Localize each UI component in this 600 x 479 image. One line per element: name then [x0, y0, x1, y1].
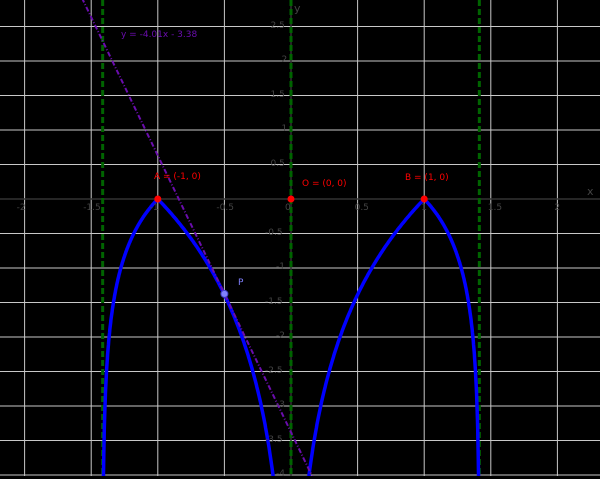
y-tick-label: 1 [281, 124, 288, 134]
curve-branch[interactable] [307, 197, 426, 476]
x-tick-label: 0.5 [354, 203, 369, 213]
x-tick-label: 1 [421, 203, 427, 213]
x-axis-label: x [587, 185, 594, 198]
points[interactable] [154, 195, 428, 298]
point-b-label[interactable]: B = (1, 0) [405, 173, 449, 183]
curve-branch[interactable] [101, 197, 160, 476]
y-tick-label: -3 [276, 400, 285, 410]
y-tick-label: -1.5 [265, 296, 283, 307]
x-tick-label: -0.5 [216, 203, 234, 213]
x-tick-label: 0 [285, 203, 291, 213]
y-tick-label: -1 [276, 262, 285, 272]
point-a[interactable] [154, 195, 162, 203]
tangent-line-path[interactable] [65, 0, 318, 476]
x-tick-label: -2 [16, 203, 26, 213]
tangent-line[interactable] [65, 0, 318, 476]
x-tick-label: 2 [554, 203, 561, 213]
point-a-label[interactable]: A = (-1, 0) [154, 172, 201, 182]
y-tick-label: 2 [281, 55, 288, 65]
x-tick-label: 1.5 [487, 203, 503, 213]
y-tick-label: 0.5 [270, 158, 285, 169]
point-p[interactable] [220, 289, 229, 298]
y-tick-label: 1.5 [270, 89, 285, 100]
tangent-equation-label: y = -4.01x - 3.38 [121, 30, 198, 40]
curve-branch[interactable] [422, 197, 481, 476]
y-tick-label: -3.5 [265, 434, 283, 445]
point-o-label[interactable]: O = (0, 0) [302, 179, 347, 189]
point-o[interactable] [287, 195, 295, 203]
point-p-label[interactable]: P [238, 278, 244, 288]
x-tick-label: -1.5 [83, 203, 101, 213]
y-tick-label: -2 [276, 331, 285, 341]
point-b[interactable] [420, 195, 428, 203]
y-tick-label: -4 [276, 469, 285, 479]
asymptotes [101, 0, 481, 476]
y-axis-label: y [294, 2, 301, 15]
y-tick-label: -2.5 [265, 365, 283, 376]
y-tick-label: 2.5 [270, 20, 285, 31]
y-tick-label: -0.5 [265, 227, 283, 238]
x-tick-label: -1 [149, 203, 159, 213]
